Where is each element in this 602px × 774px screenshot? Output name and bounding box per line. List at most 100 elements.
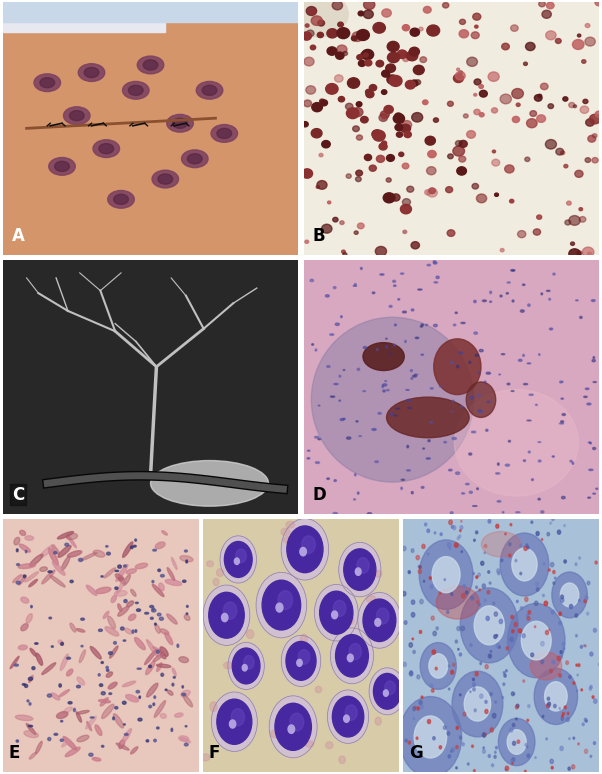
- Ellipse shape: [50, 575, 65, 587]
- Circle shape: [402, 163, 409, 169]
- Circle shape: [383, 193, 395, 203]
- Ellipse shape: [16, 563, 20, 566]
- Circle shape: [494, 635, 497, 639]
- Circle shape: [456, 767, 457, 769]
- Circle shape: [439, 592, 441, 594]
- Circle shape: [542, 594, 544, 597]
- Circle shape: [464, 114, 468, 118]
- Ellipse shape: [106, 546, 108, 547]
- Circle shape: [536, 587, 539, 591]
- Ellipse shape: [160, 629, 169, 635]
- Ellipse shape: [347, 437, 351, 440]
- Circle shape: [550, 759, 553, 763]
- Ellipse shape: [152, 580, 154, 583]
- Circle shape: [363, 599, 396, 642]
- Circle shape: [411, 612, 415, 617]
- Ellipse shape: [538, 460, 541, 462]
- Circle shape: [493, 602, 495, 604]
- Ellipse shape: [114, 707, 118, 709]
- Circle shape: [327, 201, 330, 204]
- Circle shape: [424, 190, 431, 195]
- Circle shape: [590, 686, 592, 689]
- Ellipse shape: [138, 718, 142, 721]
- Circle shape: [517, 740, 520, 743]
- Circle shape: [424, 523, 427, 526]
- Circle shape: [356, 135, 362, 140]
- Circle shape: [449, 547, 450, 550]
- Ellipse shape: [115, 587, 118, 590]
- Ellipse shape: [65, 543, 69, 546]
- Circle shape: [445, 187, 453, 193]
- Circle shape: [463, 585, 465, 588]
- Circle shape: [459, 653, 462, 656]
- Circle shape: [340, 221, 344, 224]
- Circle shape: [575, 170, 583, 177]
- Ellipse shape: [333, 512, 337, 514]
- Circle shape: [544, 601, 548, 606]
- Ellipse shape: [507, 383, 510, 385]
- Ellipse shape: [76, 685, 81, 688]
- Ellipse shape: [307, 457, 310, 459]
- Circle shape: [428, 150, 436, 158]
- Circle shape: [503, 683, 505, 686]
- Circle shape: [349, 643, 361, 659]
- Circle shape: [587, 581, 590, 585]
- Ellipse shape: [532, 479, 533, 481]
- Ellipse shape: [42, 663, 56, 675]
- Ellipse shape: [165, 689, 167, 690]
- Ellipse shape: [386, 397, 469, 438]
- Circle shape: [410, 28, 420, 36]
- Ellipse shape: [372, 292, 375, 293]
- Ellipse shape: [13, 574, 22, 583]
- Ellipse shape: [389, 306, 392, 307]
- Circle shape: [531, 653, 533, 657]
- Circle shape: [317, 33, 323, 38]
- Ellipse shape: [439, 386, 442, 387]
- Circle shape: [530, 111, 536, 116]
- Circle shape: [541, 83, 548, 90]
- Circle shape: [542, 716, 544, 717]
- Ellipse shape: [511, 391, 514, 392]
- Circle shape: [480, 694, 483, 698]
- Ellipse shape: [469, 453, 472, 455]
- Ellipse shape: [550, 328, 553, 330]
- Ellipse shape: [206, 561, 214, 567]
- Circle shape: [369, 84, 377, 91]
- Ellipse shape: [108, 682, 117, 689]
- Circle shape: [408, 741, 411, 745]
- Ellipse shape: [308, 450, 310, 451]
- Ellipse shape: [144, 612, 149, 614]
- Ellipse shape: [506, 293, 509, 294]
- Circle shape: [527, 704, 530, 707]
- Circle shape: [537, 115, 545, 122]
- Circle shape: [442, 2, 449, 8]
- Ellipse shape: [160, 617, 164, 620]
- Ellipse shape: [122, 701, 126, 704]
- Ellipse shape: [450, 361, 454, 363]
- Circle shape: [473, 683, 476, 687]
- Ellipse shape: [286, 522, 295, 528]
- Ellipse shape: [167, 115, 193, 132]
- Circle shape: [335, 635, 368, 677]
- Ellipse shape: [434, 339, 481, 395]
- Circle shape: [490, 650, 492, 652]
- Ellipse shape: [358, 492, 359, 495]
- Ellipse shape: [482, 300, 486, 302]
- Circle shape: [547, 704, 550, 707]
- Ellipse shape: [430, 388, 433, 389]
- Ellipse shape: [57, 532, 73, 539]
- Circle shape: [505, 769, 507, 771]
- Circle shape: [561, 717, 563, 721]
- Circle shape: [448, 755, 450, 758]
- Ellipse shape: [394, 344, 396, 346]
- Circle shape: [318, 20, 324, 26]
- Ellipse shape: [119, 740, 125, 748]
- Ellipse shape: [34, 74, 61, 91]
- Circle shape: [577, 690, 578, 692]
- Circle shape: [302, 169, 312, 178]
- Circle shape: [456, 141, 462, 146]
- Circle shape: [341, 250, 346, 253]
- Ellipse shape: [341, 316, 342, 317]
- Circle shape: [520, 544, 521, 546]
- Ellipse shape: [363, 343, 405, 371]
